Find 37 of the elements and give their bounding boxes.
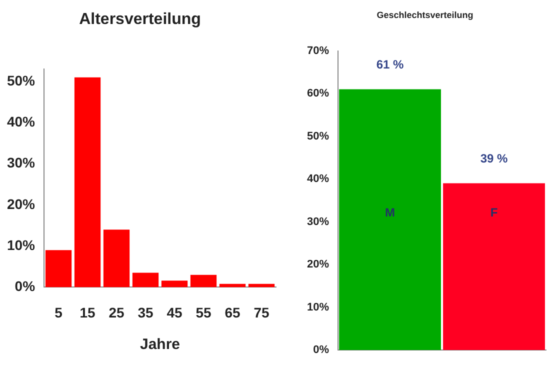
category-label: M bbox=[385, 206, 396, 220]
chart-title: Altersverteilung bbox=[79, 11, 201, 28]
bar bbox=[132, 272, 159, 288]
y-tick-label: 20% bbox=[306, 258, 330, 271]
y-tick-label: 0% bbox=[313, 344, 330, 356]
x-tick-label: 55 bbox=[196, 304, 212, 320]
y-tick-label: 70% bbox=[306, 44, 330, 57]
y-tick-label: 10% bbox=[6, 236, 36, 253]
y-tick-label: 10% bbox=[306, 301, 330, 314]
bar bbox=[103, 230, 130, 288]
chart-title: Geschlechtsverteilung bbox=[376, 10, 474, 20]
x-tick-label: 65 bbox=[224, 304, 240, 320]
x-tick-label: 5 bbox=[54, 304, 63, 320]
y-tick-label: 60% bbox=[306, 88, 330, 100]
bar bbox=[248, 284, 275, 288]
bar bbox=[45, 250, 72, 288]
y-tick-label: 50% bbox=[6, 72, 36, 88]
x-tick-label: 35 bbox=[138, 304, 154, 320]
y-tick-label: 30% bbox=[306, 216, 330, 228]
bar bbox=[190, 274, 217, 288]
y-tick-label: 50% bbox=[306, 130, 330, 142]
bar bbox=[161, 280, 188, 288]
x-tick-label: 25 bbox=[108, 304, 125, 320]
data-label: 61 % bbox=[376, 58, 404, 72]
category-label: F bbox=[490, 206, 498, 220]
y-tick-label: 0% bbox=[14, 278, 36, 294]
y-tick-label: 40% bbox=[6, 114, 36, 130]
bar bbox=[74, 77, 101, 288]
x-tick-label: 75 bbox=[254, 304, 270, 320]
bar bbox=[219, 284, 246, 288]
y-tick-label: 30% bbox=[6, 154, 36, 171]
y-tick-label: 40% bbox=[306, 173, 330, 186]
y-tick-label: 20% bbox=[6, 196, 36, 212]
x-axis-title: Jahre bbox=[140, 336, 180, 354]
data-label: 39 % bbox=[480, 152, 508, 166]
x-tick-label: 45 bbox=[166, 304, 183, 320]
x-tick-label: 15 bbox=[80, 304, 96, 320]
